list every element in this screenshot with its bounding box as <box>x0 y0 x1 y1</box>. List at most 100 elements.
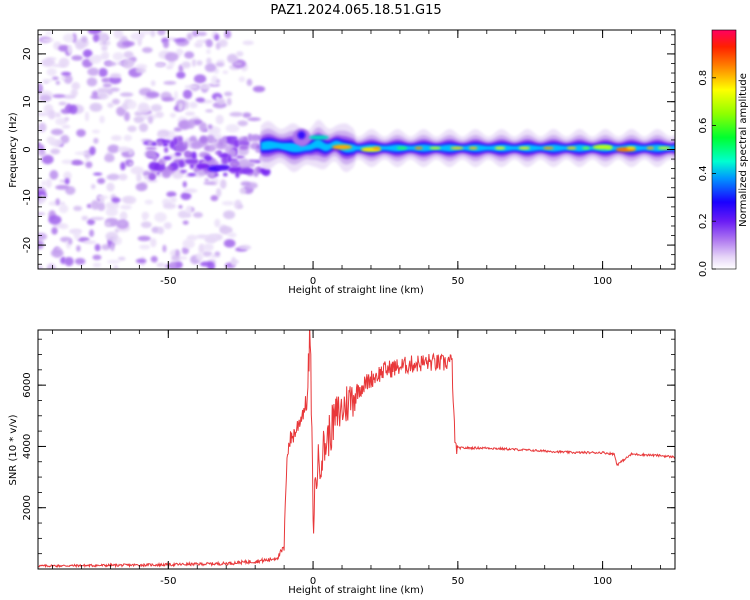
spectrogram-noise-blob <box>184 51 195 59</box>
spectrogram-cluster-core <box>216 164 231 171</box>
spectrogram-noise-blob <box>60 76 66 80</box>
spectrogram-noise-blob <box>86 203 92 209</box>
spectrogram-noise-blob <box>204 178 209 183</box>
spectrogram-noise-blob <box>214 33 220 41</box>
spectrogram-cluster-blob <box>180 169 188 174</box>
spectrogram-noise-blob <box>130 32 144 41</box>
spectrogram-noise-blob <box>109 87 120 92</box>
spectrogram-noise-blob <box>195 252 204 261</box>
spectrogram-noise-blob <box>38 232 48 241</box>
spectrogram-noise-blob <box>180 192 192 201</box>
spectrogram-noise-blob <box>86 218 96 226</box>
spectrogram-noise-blob <box>163 222 172 230</box>
spectrogram-cluster-blob <box>230 162 240 167</box>
spectrogram-noise-blob <box>64 256 74 267</box>
spectrogram-noise-blob <box>183 188 198 194</box>
spectrogram-cluster-blob <box>146 150 157 156</box>
spectrogram-noise-blob <box>93 137 99 144</box>
spectrogram-noise-blob <box>135 67 147 74</box>
spectrogram-cluster-blob <box>165 166 175 170</box>
spectrogram-noise-blob <box>187 118 196 129</box>
spectrogram-cluster-blob <box>161 170 171 179</box>
spectrogram-noise-blob <box>204 235 218 244</box>
spectrogram-noise-blob <box>141 47 153 53</box>
spectrogram-noise-blob <box>68 104 78 115</box>
spectrogram-noise-blob <box>215 62 225 67</box>
spectrogram-cluster-blob <box>223 172 228 177</box>
spectrogram-cluster-blob <box>148 161 159 171</box>
spectrogram-noise-blob <box>219 179 227 189</box>
spectrogram-cluster-blob <box>237 140 250 147</box>
spectrogram-noise-blob <box>161 97 175 102</box>
spectrogram-noise-blob <box>50 128 64 136</box>
spectrogram-noise-blob <box>110 242 115 252</box>
spectrogram-noise-blob <box>64 178 70 185</box>
spectrogram-noise-blob <box>215 114 224 125</box>
spectrogram-cluster-blob <box>178 159 185 168</box>
spectrogram-noise-blob <box>205 39 213 48</box>
spectrogram-noise-blob <box>110 135 122 141</box>
spectrogram-noise-blob <box>242 40 254 46</box>
spectrogram-noise-blob <box>203 243 214 251</box>
colorbar: 0.0 0.2 0.4 0.6 0.8 Normalized spectral ampl… <box>698 29 749 277</box>
spectrogram-cluster-blob <box>255 148 263 153</box>
spectrogram-noise-blob <box>207 124 213 130</box>
spectrogram-noise-blob <box>116 61 124 65</box>
spectrogram-noise-blob <box>120 204 132 210</box>
colorbar-tick-label: 0.0 <box>698 261 709 277</box>
spectrogram-noise-blob <box>108 76 122 85</box>
spectrogram-noise-blob <box>195 97 205 103</box>
spectrogram-noise-blob <box>46 68 57 76</box>
snr-xtick-label: -50 <box>160 576 176 587</box>
spectrogram-noise-blob <box>169 112 177 118</box>
spectrogram-hotspot <box>332 144 353 150</box>
snr-ytick-label: 6000 <box>22 372 33 397</box>
spectrogram-noise-blob <box>171 254 181 262</box>
spectrogram-noise-blob <box>230 256 237 267</box>
spectrogram-cluster-blob <box>187 173 197 177</box>
spectrogram-cluster-blob <box>243 136 248 141</box>
spectrogram-noise-blob <box>140 221 152 229</box>
spectrogram-noise-blob <box>117 146 131 153</box>
spectrogram-noise-blob <box>207 261 216 269</box>
spectrogram-noise-blob <box>38 212 46 216</box>
spectrogram-noise-blob <box>163 202 177 210</box>
spectrogram-noise-blob <box>145 91 160 99</box>
spectrogram-speck <box>605 146 613 150</box>
spectrogram-noise-blob <box>127 125 137 132</box>
spectrogram-noise-blob <box>199 122 208 132</box>
spectrogram-noise-blob <box>227 53 239 64</box>
spectrogram-bump-core <box>297 131 306 140</box>
spectrogram-xtick-label: -50 <box>160 276 176 287</box>
spectrogram-noise-blob <box>150 80 156 87</box>
spectrogram-noise-blob <box>61 159 74 165</box>
spectrogram-cluster-core <box>239 168 254 175</box>
spectrogram-panel: -50 0 50 100 -20 -10 0 10 20 Height of straight … <box>8 29 676 296</box>
spectrogram-noise-blob <box>99 196 105 205</box>
spectrogram-noise-blob <box>63 74 73 84</box>
colorbar-tick-label: 0.2 <box>698 213 709 229</box>
spectrogram-noise-blob <box>73 205 83 211</box>
spectrogram-noise-blob <box>246 78 253 87</box>
spectrogram-cluster-blob <box>151 142 157 146</box>
spectrogram-cluster-core <box>196 163 211 170</box>
spectrogram-noise-blob <box>139 244 151 250</box>
spectrogram-noise-blob <box>193 74 207 84</box>
spectrogram-cluster-blob <box>158 158 164 167</box>
spectrogram-noise-blob <box>113 30 124 39</box>
spectrogram-noise-blob <box>89 146 96 155</box>
spectrogram-cluster-blob <box>227 136 238 141</box>
spectrogram-noise-blob <box>238 245 252 251</box>
spectrogram-noise-blob <box>63 171 72 181</box>
spectrogram-noise-blob <box>150 255 158 263</box>
spectrogram-cluster-blob <box>218 138 224 147</box>
spectrogram-cluster-blob <box>148 172 156 180</box>
spectrogram-noise-blob <box>118 173 128 181</box>
spectrogram-image <box>38 30 675 269</box>
spectrogram-noise-blob <box>223 210 236 220</box>
spectrogram-noise-blob <box>46 263 56 269</box>
spectrogram-noise-blob <box>49 170 59 180</box>
spectrogram-xtick-label: 0 <box>310 276 316 287</box>
spectrogram-noise-blob <box>71 159 83 165</box>
snr-ylabel: SNR (10 * v/v) <box>8 414 19 485</box>
